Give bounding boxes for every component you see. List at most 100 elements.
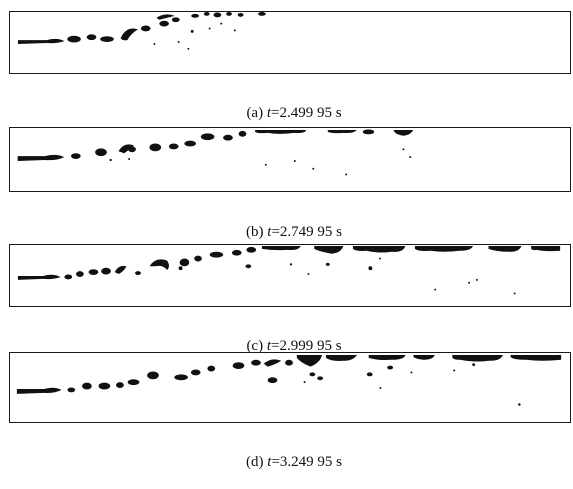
droplet — [149, 143, 162, 152]
droplet — [453, 369, 456, 372]
liquid-film — [352, 245, 406, 253]
droplet — [285, 359, 293, 366]
droplet — [317, 376, 324, 381]
droplet — [171, 17, 180, 23]
droplet — [233, 29, 236, 32]
droplet — [213, 12, 222, 18]
liquid-film — [255, 129, 307, 134]
droplet — [223, 134, 233, 141]
droplet — [267, 377, 278, 384]
liquid-film — [531, 245, 561, 252]
droplet — [76, 271, 84, 277]
liquid-film — [325, 354, 358, 361]
time-value: =3.249 95 s — [271, 454, 342, 470]
panel-b-frame — [9, 127, 571, 192]
figure: (a) t=2.499 95 s — [0, 11, 573, 470]
panel-d-droplets — [16, 354, 562, 406]
droplet — [345, 173, 348, 176]
time-variable: t — [267, 224, 272, 240]
droplet — [325, 262, 330, 266]
droplet — [128, 158, 131, 160]
droplet — [410, 371, 413, 374]
droplet — [208, 27, 211, 30]
panel-label: (b) — [246, 224, 264, 240]
droplet — [187, 47, 190, 50]
droplet — [289, 263, 293, 266]
droplet — [128, 146, 136, 153]
droplet — [203, 12, 210, 16]
droplet — [231, 249, 242, 256]
droplet — [190, 369, 201, 376]
panel-c-droplets — [17, 245, 561, 295]
liquid-film — [510, 354, 562, 361]
panel-c-caption: (c) t=2.999 95 s — [0, 319, 573, 373]
droplet — [307, 273, 310, 276]
droplet — [140, 25, 151, 32]
droplet — [98, 382, 111, 390]
droplet — [67, 35, 81, 43]
time-variable: t — [266, 338, 272, 354]
droplet — [237, 12, 244, 17]
liquid-jet — [17, 38, 65, 44]
droplet — [312, 167, 315, 170]
droplet — [101, 267, 111, 275]
liquid-film — [413, 354, 435, 360]
droplet — [366, 372, 373, 377]
panel-c-frame — [9, 244, 571, 307]
droplet — [513, 292, 516, 295]
liquid-film — [488, 245, 522, 252]
liquid-film — [261, 245, 301, 251]
panel-a-caption: (a) t=2.499 95 s — [0, 86, 573, 140]
droplet — [434, 288, 437, 291]
droplet — [178, 266, 183, 271]
droplet — [303, 381, 306, 384]
droplet — [246, 246, 257, 253]
droplet — [194, 255, 202, 262]
droplet — [220, 22, 223, 25]
droplet — [387, 365, 394, 370]
panel-a-droplets — [17, 12, 266, 50]
droplet — [64, 274, 73, 280]
liquid-jet — [17, 154, 65, 161]
liquid-film — [452, 354, 503, 362]
liquid-jet — [17, 274, 61, 280]
droplet — [379, 257, 382, 260]
time-variable: t — [266, 105, 272, 121]
droplet — [409, 156, 412, 159]
liquid-film — [314, 245, 344, 254]
panel-a-frame — [9, 11, 571, 74]
droplet — [379, 387, 382, 389]
droplet — [114, 265, 127, 275]
droplet — [100, 36, 114, 43]
droplet — [135, 271, 141, 276]
time-value: =2.749 95 s — [271, 224, 342, 240]
droplet — [472, 363, 476, 367]
panel-b-caption: (b) t=2.749 95 s — [0, 205, 573, 259]
droplet — [258, 12, 266, 16]
droplet — [238, 130, 247, 137]
droplet — [127, 379, 140, 386]
droplet — [156, 14, 175, 20]
droplet — [264, 163, 267, 166]
droplet — [153, 42, 156, 45]
panel-label: (c) — [246, 338, 264, 354]
time-value: =2.499 95 s — [271, 105, 342, 121]
droplet — [190, 29, 194, 33]
droplet — [109, 158, 112, 162]
droplet — [86, 34, 97, 41]
liquid-film — [296, 354, 323, 367]
droplet — [82, 382, 92, 390]
droplet — [232, 362, 245, 370]
droplet — [226, 12, 232, 16]
droplet — [174, 374, 188, 381]
panel-d-frame — [9, 352, 571, 423]
droplet — [95, 148, 107, 157]
droplet — [191, 13, 199, 18]
droplet — [263, 359, 282, 367]
time-value: =2.999 95 s — [271, 338, 342, 354]
droplet — [116, 382, 124, 388]
droplet — [309, 372, 316, 377]
droplet — [468, 281, 471, 284]
panel-label: (d) — [246, 454, 264, 470]
droplet — [159, 20, 169, 27]
